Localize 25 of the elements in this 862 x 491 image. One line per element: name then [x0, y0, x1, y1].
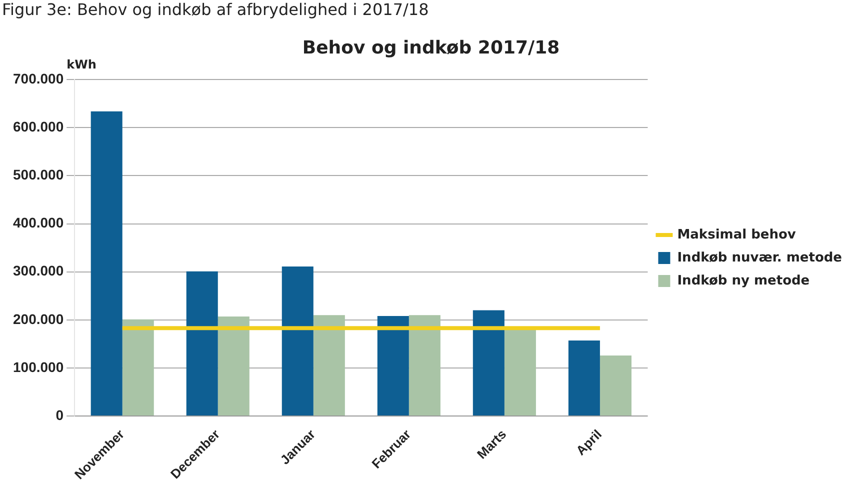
y-tick-label: 100.000 [12, 358, 64, 375]
bar [122, 319, 154, 416]
bar [568, 340, 600, 416]
bar [600, 355, 632, 416]
y-tick-label: 300.000 [12, 262, 64, 279]
bar [472, 310, 504, 416]
text: Figur 3e: Behov og indkøb af afbrydelighed i 2017/18 [2, 0, 429, 19]
y-tick-label: 500.000 [12, 166, 64, 183]
y-tick-label: 700.000 [12, 70, 64, 86]
bar [408, 315, 440, 416]
legend-label: Indkøb nuvær. metode [677, 250, 842, 266]
y-tick-label: 400.000 [12, 214, 64, 231]
y-axis-title: kWh [66, 58, 96, 72]
legend-label: Indkøb ny metode [677, 273, 810, 288]
bar [377, 316, 409, 416]
chart-title: Behov og indkøb 2017/18 [302, 37, 560, 58]
bar [313, 315, 345, 416]
y-tick-label: 200.000 [12, 310, 64, 327]
y-tick-label: 0 [56, 406, 64, 423]
bar [282, 266, 314, 416]
bar [218, 316, 250, 416]
y-tick-label: 600.000 [12, 118, 64, 135]
bar [186, 271, 218, 416]
legend-label: Maksimal behov [677, 227, 796, 242]
bar [90, 111, 122, 416]
